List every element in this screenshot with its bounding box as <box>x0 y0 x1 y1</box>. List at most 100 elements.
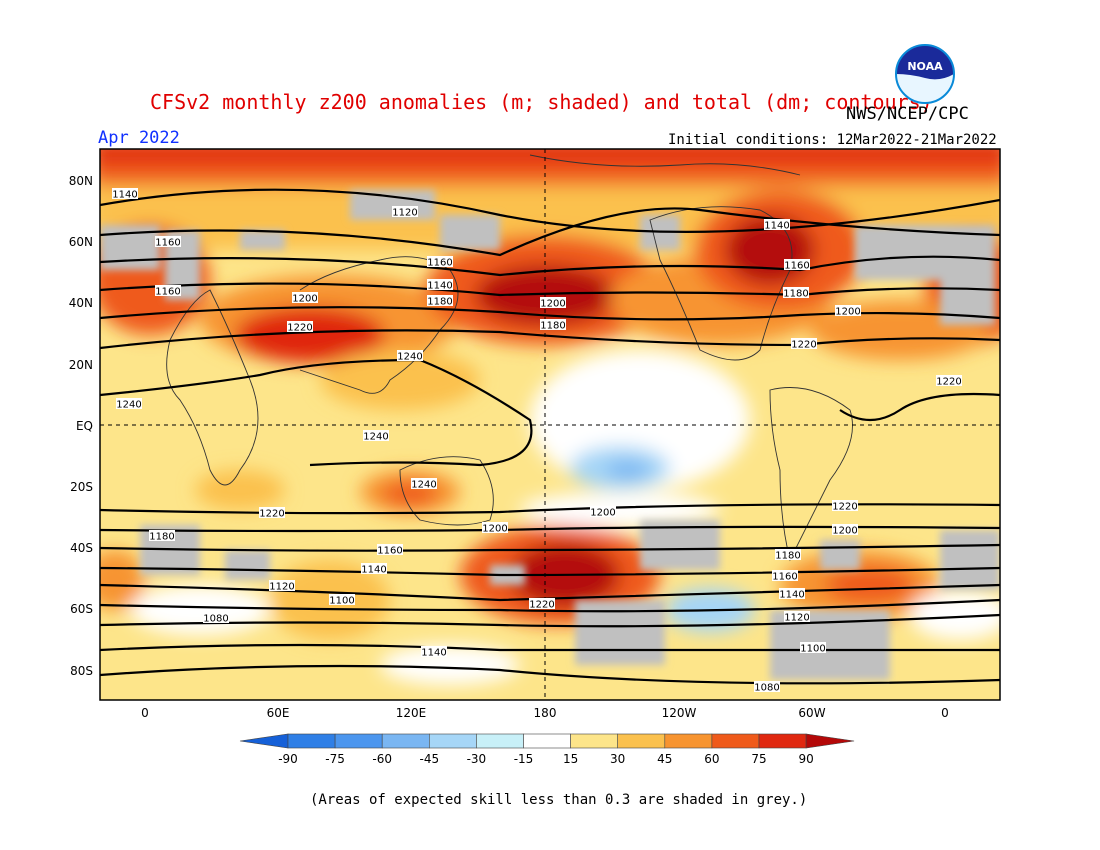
colorbar-swatch <box>428 733 477 749</box>
contour-label: 1220 <box>791 338 817 351</box>
svg-text:1160: 1160 <box>772 572 797 583</box>
contour-label: 1240 <box>363 430 389 443</box>
lat-label: 40S <box>70 541 93 555</box>
lon-axis: 0 60E 120E 180 120W 60W 0 <box>141 706 949 720</box>
svg-text:1220: 1220 <box>936 377 961 388</box>
lat-label: 60S <box>70 602 93 616</box>
svg-text:1200: 1200 <box>835 307 860 318</box>
contour-label: 1200 <box>482 522 508 535</box>
contour-label: 1160 <box>155 285 181 298</box>
contour-label: 1180 <box>149 530 175 543</box>
contour-label: 1240 <box>411 478 437 491</box>
forecast-month: Apr 2022 <box>98 128 180 148</box>
lat-label: 60N <box>69 235 93 249</box>
contour-label: 1140 <box>427 279 453 292</box>
lat-axis: 80N 60N 40N 20N EQ 20S 40S 60S 80S <box>69 174 93 678</box>
contour-label: 1220 <box>936 375 962 388</box>
colorbar-label: -90 <box>278 752 298 766</box>
contour-label: 1120 <box>784 611 810 624</box>
colorbar-label: 15 <box>563 752 578 766</box>
svg-text:1240: 1240 <box>116 400 141 411</box>
contour-label: 1100 <box>800 642 826 655</box>
colorbar-label: -75 <box>325 752 345 766</box>
contour-label: 1180 <box>775 549 801 562</box>
colorbar-swatch <box>617 733 666 749</box>
lon-label: 0 <box>141 706 149 720</box>
contour-label: 1180 <box>783 287 809 300</box>
lat-label: 20N <box>69 358 93 372</box>
contour-label: 1200 <box>835 305 861 318</box>
contour-label: 1220 <box>259 507 285 520</box>
colorbar-label: 45 <box>657 752 672 766</box>
contour-label: 1220 <box>529 598 555 611</box>
colorbar-label: 60 <box>704 752 719 766</box>
svg-text:1220: 1220 <box>832 502 857 513</box>
colorbar-swatch <box>381 733 430 749</box>
colorbar-label: 90 <box>798 752 813 766</box>
contour-label: 1140 <box>361 563 387 576</box>
svg-text:1100: 1100 <box>800 644 825 655</box>
contour-label: 1240 <box>397 350 423 363</box>
colorbar-swatch <box>664 733 713 749</box>
svg-text:1120: 1120 <box>269 582 294 593</box>
svg-text:1140: 1140 <box>112 190 137 201</box>
colorbar-swatch <box>758 733 807 749</box>
initial-conditions: Initial conditions: 12Mar2022-21Mar2022 <box>668 132 997 148</box>
contour-label: 1100 <box>329 594 355 607</box>
contour-label: 1180 <box>540 319 566 332</box>
colorbar-swatch <box>239 733 289 749</box>
colorbar-swatch <box>523 733 571 749</box>
contour-label: 1160 <box>155 236 181 249</box>
contour-label: 1160 <box>377 544 403 557</box>
noaa-logo-text: NOAA <box>907 60 943 73</box>
colorbar-label: 30 <box>610 752 625 766</box>
lat-label: 20S <box>70 480 93 494</box>
contour-label: 1200 <box>590 506 616 519</box>
colorbar-label: -45 <box>419 752 439 766</box>
lon-label: 120E <box>396 706 427 720</box>
svg-text:1140: 1140 <box>764 221 789 232</box>
contour-label: 1080 <box>203 612 229 625</box>
map-frame <box>99 148 1001 701</box>
svg-text:1200: 1200 <box>590 508 615 519</box>
coastlines <box>166 154 853 562</box>
contour-label: 1200 <box>292 292 318 305</box>
svg-text:1200: 1200 <box>540 299 565 310</box>
contour-label: 1140 <box>764 219 790 232</box>
svg-text:1200: 1200 <box>292 294 317 305</box>
agency-credit: NWS/NCEP/CPC <box>846 104 969 124</box>
map-title: CFSv2 monthly z200 anomalies (m; shaded)… <box>150 90 933 114</box>
lat-label: EQ <box>76 419 93 433</box>
contour-label: 1120 <box>269 580 295 593</box>
svg-text:1180: 1180 <box>783 289 808 300</box>
svg-text:1180: 1180 <box>540 321 565 332</box>
contour-label: 1220 <box>287 321 313 334</box>
svg-text:1120: 1120 <box>392 208 417 219</box>
contour-labels: 1140 1120 1160 1140 1160 1180 1200 1220 1140 1160… <box>112 188 962 694</box>
svg-text:1180: 1180 <box>775 551 800 562</box>
colorbar-label: -60 <box>372 752 392 766</box>
noaa-logo-icon: NOAA <box>895 44 955 104</box>
lon-label: 0 <box>941 706 949 720</box>
svg-text:1100: 1100 <box>329 596 354 607</box>
svg-text:1200: 1200 <box>832 526 857 537</box>
svg-text:1180: 1180 <box>149 532 174 543</box>
svg-text:1200: 1200 <box>482 524 507 535</box>
svg-text:1180: 1180 <box>427 297 452 308</box>
lat-label: 80S <box>70 664 93 678</box>
svg-text:1140: 1140 <box>427 281 452 292</box>
svg-text:1080: 1080 <box>203 614 228 625</box>
contour-label: 1220 <box>832 500 858 513</box>
colorbar-swatch <box>805 733 855 749</box>
lat-label: 80N <box>69 174 93 188</box>
svg-text:1160: 1160 <box>155 287 180 298</box>
contour-label: 1140 <box>421 646 447 659</box>
lon-label: 60E <box>267 706 290 720</box>
skill-footnote: (Areas of expected skill less than 0.3 a… <box>310 792 808 808</box>
lon-label: 120W <box>662 706 697 720</box>
lon-label: 180 <box>534 706 557 720</box>
contour-label: 1200 <box>540 297 566 310</box>
colorbar-label: -30 <box>467 752 487 766</box>
